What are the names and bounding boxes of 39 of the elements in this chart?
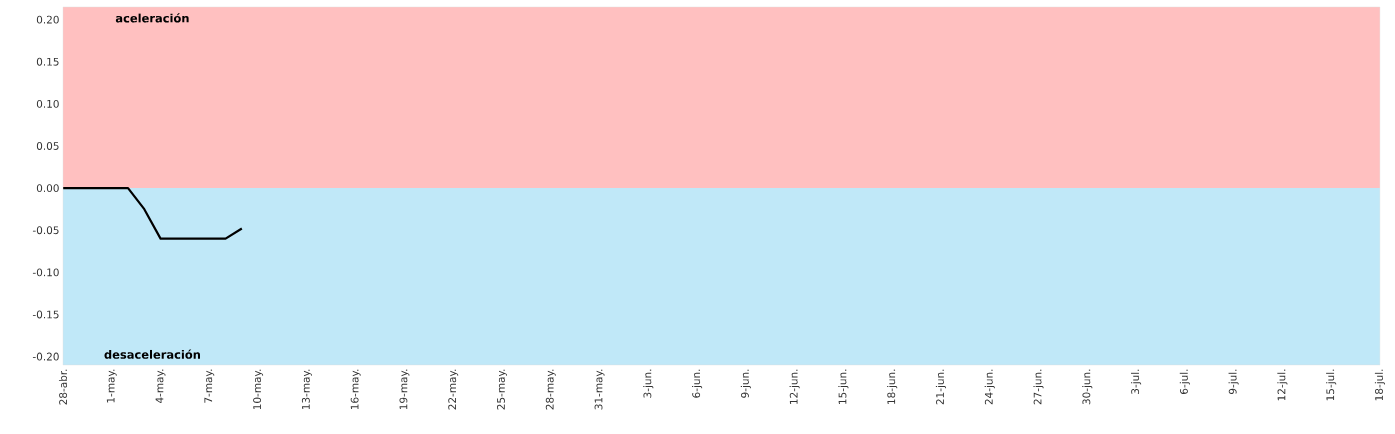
x-tick-label: 27-jun. bbox=[1033, 369, 1044, 405]
x-tick-label: 18-jun. bbox=[887, 369, 898, 404]
x-tick-label: 25-may. bbox=[497, 369, 507, 410]
x-tick-label: 3-jun. bbox=[643, 369, 654, 398]
x-tick-label: 9-jul. bbox=[1228, 369, 1239, 395]
x-tick-label: 10-may. bbox=[253, 369, 264, 410]
x-tick-label: 4-may. bbox=[155, 369, 166, 404]
x-tick-label: 12-jul. bbox=[1277, 369, 1288, 401]
y-tick-label: 0.10 bbox=[36, 99, 59, 108]
y-tick-label: 0.20 bbox=[36, 15, 59, 24]
x-tick-label: 12-jun. bbox=[789, 369, 800, 404]
band-label: desaceleración bbox=[104, 349, 200, 359]
y-tick-label: 0.00 bbox=[36, 184, 59, 193]
x-tick-label: 6-jun. bbox=[692, 369, 703, 398]
y-tick-label: -0.20 bbox=[32, 352, 59, 361]
x-tick-label: 13-may. bbox=[301, 369, 312, 410]
y-tick-label: 0.15 bbox=[36, 57, 59, 66]
x-tick-label: 28-may. bbox=[545, 369, 556, 410]
y-tick-label: -0.15 bbox=[32, 310, 59, 319]
x-tick-label: 19-may. bbox=[399, 369, 410, 410]
x-tick-label: 28-abr. bbox=[58, 369, 68, 405]
x-tick-label: 30-jun. bbox=[1082, 369, 1093, 405]
x-tick-label: 1-may. bbox=[106, 369, 117, 403]
x-tick-label: 15-jun. bbox=[838, 369, 849, 404]
x-tick-label: 7-may. bbox=[204, 369, 215, 403]
x-tick-label: 18-jul. bbox=[1374, 369, 1385, 401]
y-tick-label: -0.10 bbox=[32, 268, 59, 277]
x-tick-label: 3-jul. bbox=[1131, 369, 1142, 394]
x-tick-label: 6-jul. bbox=[1179, 369, 1190, 394]
x-tick-label: 16-may. bbox=[350, 369, 361, 410]
x-tick-label: 9-jun. bbox=[740, 369, 751, 398]
x-tick-label: 24-jun. bbox=[984, 369, 995, 405]
y-tick-label: -0.05 bbox=[32, 226, 59, 235]
x-tick-label: 21-jun. bbox=[935, 369, 947, 405]
x-tick-label: 15-jul. bbox=[1326, 369, 1337, 401]
band-label: aceleración bbox=[115, 13, 189, 23]
x-tick-label: 31-may. bbox=[594, 369, 605, 410]
y-tick-label: 0.05 bbox=[36, 142, 59, 150]
x-tick-label: 22-may. bbox=[448, 369, 459, 410]
